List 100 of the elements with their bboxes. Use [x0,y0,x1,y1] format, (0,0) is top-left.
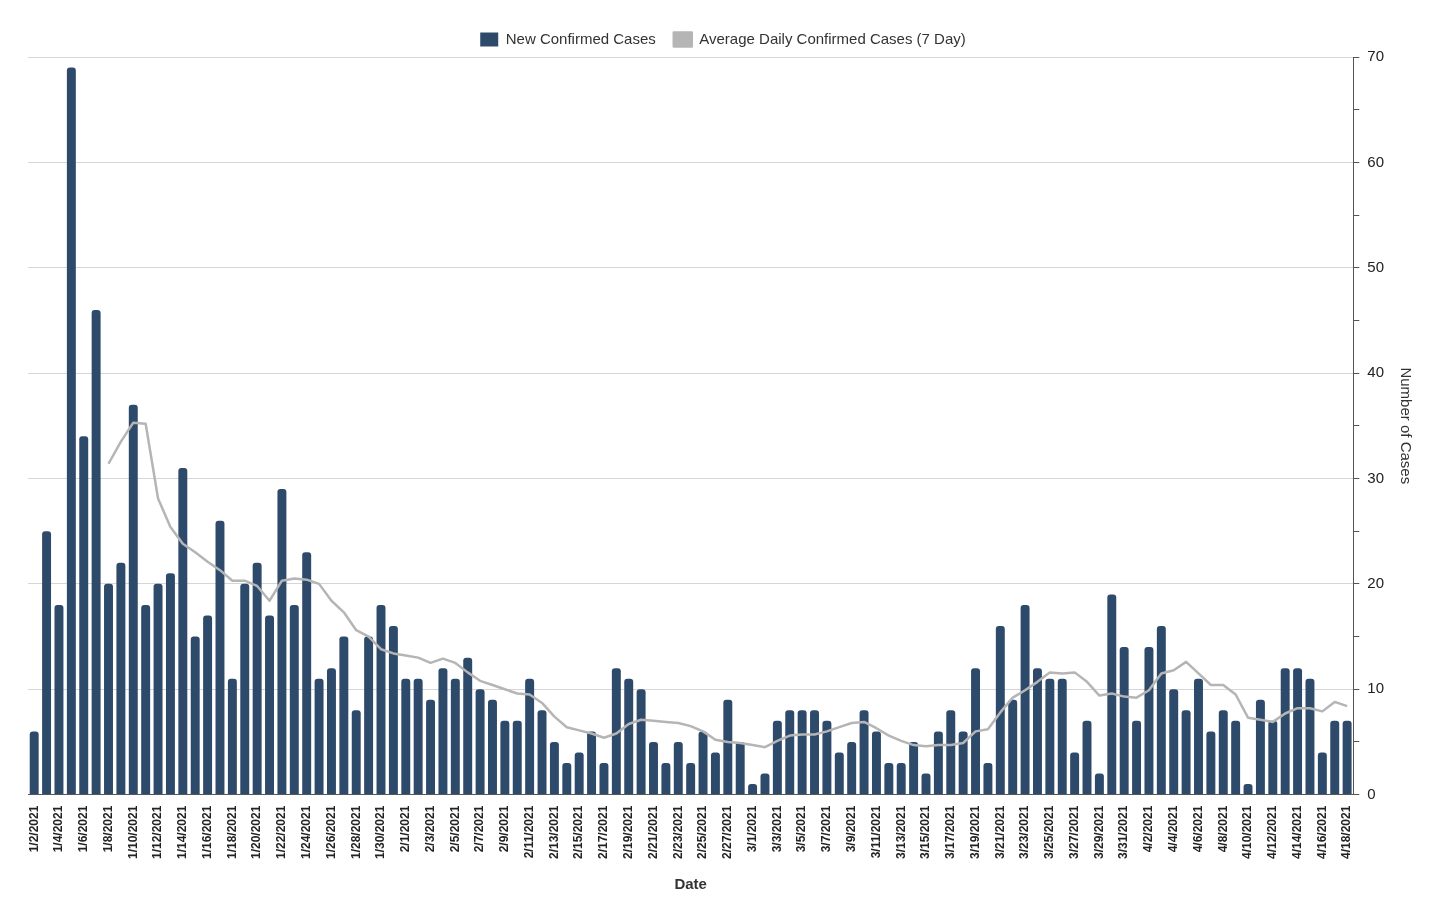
bar [1032,668,1042,795]
x-tick-label: 4/4/2021 [1166,805,1181,853]
x-tick-label: 1/10/2021 [125,805,140,860]
bar [128,404,138,795]
x-tick-label: 1/6/2021 [76,805,91,853]
bar [500,720,510,795]
y2-tick-label: 10 [1367,679,1384,697]
bar [946,710,956,795]
bar [29,731,39,795]
x-tick-label: 4/12/2021 [1265,805,1280,860]
x-tick-label: 3/9/2021 [843,805,858,853]
x-tick-label: 1/8/2021 [100,805,115,853]
y2-axis-title: Number of Cases [1397,367,1415,485]
bar [314,678,324,795]
bar [1119,647,1129,795]
bar [1057,678,1067,795]
bar [859,710,869,795]
x-tick-label: 1/18/2021 [224,805,239,860]
bar [958,731,968,795]
bar [54,604,64,795]
x-tick-label: 2/27/2021 [720,805,735,860]
bar [165,573,175,795]
x-tick-label: 1/20/2021 [249,805,264,860]
x-tick-label: 1/28/2021 [348,805,363,860]
bar [252,562,262,795]
x-tick-label: 3/1/2021 [744,805,759,853]
bar [1181,710,1191,795]
bar [1255,699,1265,795]
bar [302,552,312,795]
bar [1243,784,1253,795]
x-tick-label: 3/19/2021 [967,805,982,860]
y2-tick-label: 60 [1367,152,1384,170]
bar [748,784,758,795]
bar [227,678,237,795]
bar [141,604,151,795]
bar [265,615,274,795]
bar [1169,689,1179,795]
x-tick-label: 3/7/2021 [819,805,834,853]
bar [1280,668,1290,795]
bar [995,626,1005,795]
legend-label: New Confirmed Cases [505,29,656,47]
legend-label: Average Daily Confirmed Cases (7 Day) [699,29,966,47]
bar [364,636,374,795]
x-tick-label: 3/3/2021 [769,805,784,853]
bar [1194,678,1203,795]
bar [1020,604,1030,795]
bar [1293,668,1303,795]
bar [1330,720,1340,795]
bar [884,763,894,795]
x-tick-label: 1/30/2021 [373,805,388,860]
y2-tick-label: 40 [1367,363,1384,381]
bar [611,668,621,795]
bar [1342,720,1352,795]
x-tick-label: 2/5/2021 [447,805,462,853]
bar [1045,678,1055,795]
x-tick-label: 1/4/2021 [51,805,66,853]
bar [1094,773,1104,795]
bar [426,699,436,795]
x-tick-label: 2/23/2021 [670,805,685,860]
x-tick-label: 3/29/2021 [1091,805,1106,860]
bar [710,752,720,795]
x-tick-label: 2/13/2021 [546,805,561,860]
bar [512,720,522,795]
bar [971,668,981,795]
x-tick-label: 3/31/2021 [1116,805,1131,860]
bar [574,752,584,795]
x-tick-label: 2/19/2021 [621,805,636,860]
bar [1132,720,1142,795]
x-tick-label: 3/13/2021 [893,805,908,860]
bar [649,741,658,795]
bar [871,731,881,795]
bar [488,699,497,795]
bar [797,710,807,795]
bar [240,583,250,795]
bar [91,309,101,795]
bar [810,710,819,795]
y2-tick-label: 50 [1367,257,1384,275]
bar [326,668,336,795]
bar [661,763,671,795]
bar [587,731,597,795]
x-tick-label: 3/21/2021 [992,805,1007,860]
bar [834,752,844,795]
bar [735,741,745,795]
bar [438,668,448,795]
bar [673,741,683,795]
x-tick-label: 3/17/2021 [943,805,958,860]
x-tick-label: 2/9/2021 [497,805,512,853]
bar [525,678,535,795]
bar [190,636,200,795]
x-tick-label: 2/3/2021 [422,805,437,853]
bar [1218,710,1228,795]
bar [66,67,76,795]
bar [1144,647,1154,795]
y2-tick-label: 70 [1367,47,1384,65]
bar [277,489,287,795]
bar [450,678,460,795]
bar [1268,720,1278,795]
x-tick-label: 3/11/2021 [868,805,883,859]
y2-tick-label: 0 [1367,784,1376,802]
x-tick-label: 1/12/2021 [150,805,165,860]
